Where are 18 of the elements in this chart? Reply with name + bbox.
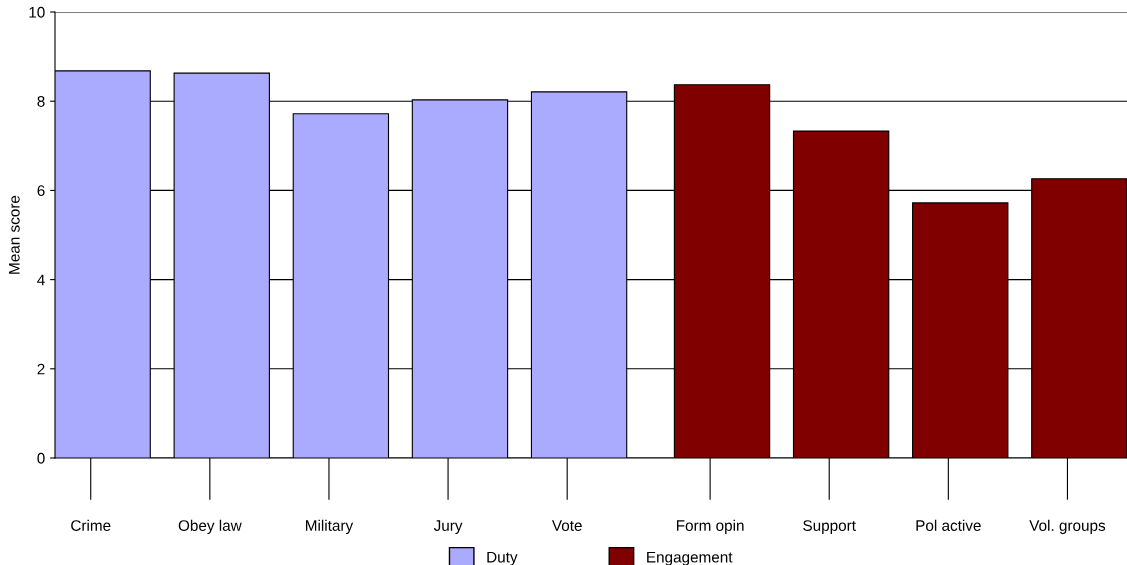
y-tick-label: 0 (37, 452, 45, 464)
y-tick-label: 6 (37, 185, 45, 197)
legend-label: Duty (487, 551, 518, 565)
legend-label: Engagement (647, 551, 733, 565)
y-tick-label: 10 (29, 6, 45, 18)
x-tick-label: Military (306, 519, 354, 534)
x-tick-label: Jury (433, 520, 463, 534)
x-tick-label: Vote (551, 520, 582, 531)
y-tick-label: 8 (37, 96, 45, 107)
x-tick-label: Vol. groups (1029, 519, 1106, 534)
x-tick-label: Crime (71, 519, 111, 531)
x-tick-label: Support (803, 520, 856, 534)
x-tick-label: Pol active (916, 519, 981, 531)
x-tick-label: Obey law (178, 519, 242, 534)
y-tick-label: 4 (37, 274, 45, 286)
y-axis-title: Mean score (9, 195, 20, 274)
x-tick-label: Form opin (676, 519, 744, 534)
y-tick-label: 2 (37, 363, 45, 375)
